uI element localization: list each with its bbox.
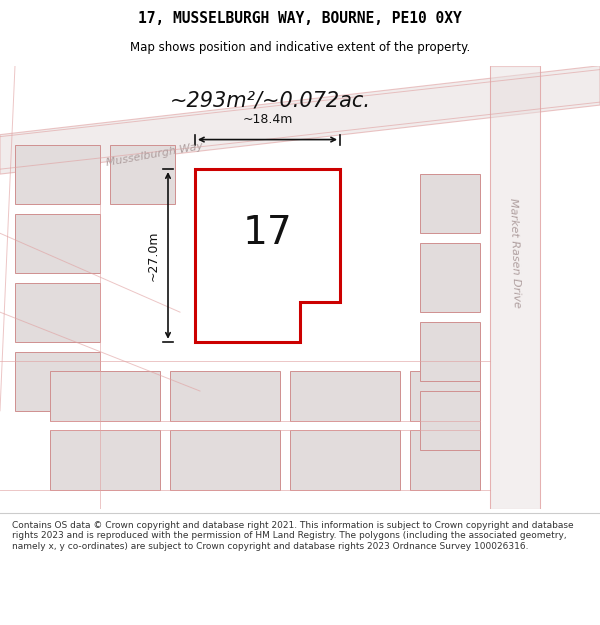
Text: 17: 17 [243, 214, 293, 253]
Polygon shape [15, 144, 100, 204]
Polygon shape [170, 431, 280, 489]
Polygon shape [420, 391, 480, 450]
Text: 17, MUSSELBURGH WAY, BOURNE, PE10 0XY: 17, MUSSELBURGH WAY, BOURNE, PE10 0XY [138, 11, 462, 26]
Polygon shape [170, 371, 280, 421]
Polygon shape [490, 66, 540, 509]
Text: Contains OS data © Crown copyright and database right 2021. This information is : Contains OS data © Crown copyright and d… [12, 521, 574, 551]
Text: Market Rasen Drive: Market Rasen Drive [508, 198, 522, 308]
Text: ~293m²/~0.072ac.: ~293m²/~0.072ac. [170, 90, 371, 110]
Polygon shape [420, 174, 480, 233]
Polygon shape [410, 371, 480, 421]
Polygon shape [15, 214, 100, 272]
Polygon shape [290, 431, 400, 489]
Text: ~27.0m: ~27.0m [147, 230, 160, 281]
Polygon shape [15, 352, 100, 411]
Polygon shape [50, 431, 160, 489]
Text: Map shows position and indicative extent of the property.: Map shows position and indicative extent… [130, 41, 470, 54]
Polygon shape [195, 169, 340, 342]
Polygon shape [420, 322, 480, 381]
Polygon shape [410, 431, 480, 489]
Polygon shape [420, 243, 480, 312]
Polygon shape [50, 371, 160, 421]
Text: Musselburgh Way: Musselburgh Way [106, 141, 205, 168]
Polygon shape [290, 371, 400, 421]
Polygon shape [110, 144, 175, 204]
Text: ~18.4m: ~18.4m [242, 112, 293, 126]
Polygon shape [0, 66, 600, 174]
Polygon shape [15, 282, 100, 342]
